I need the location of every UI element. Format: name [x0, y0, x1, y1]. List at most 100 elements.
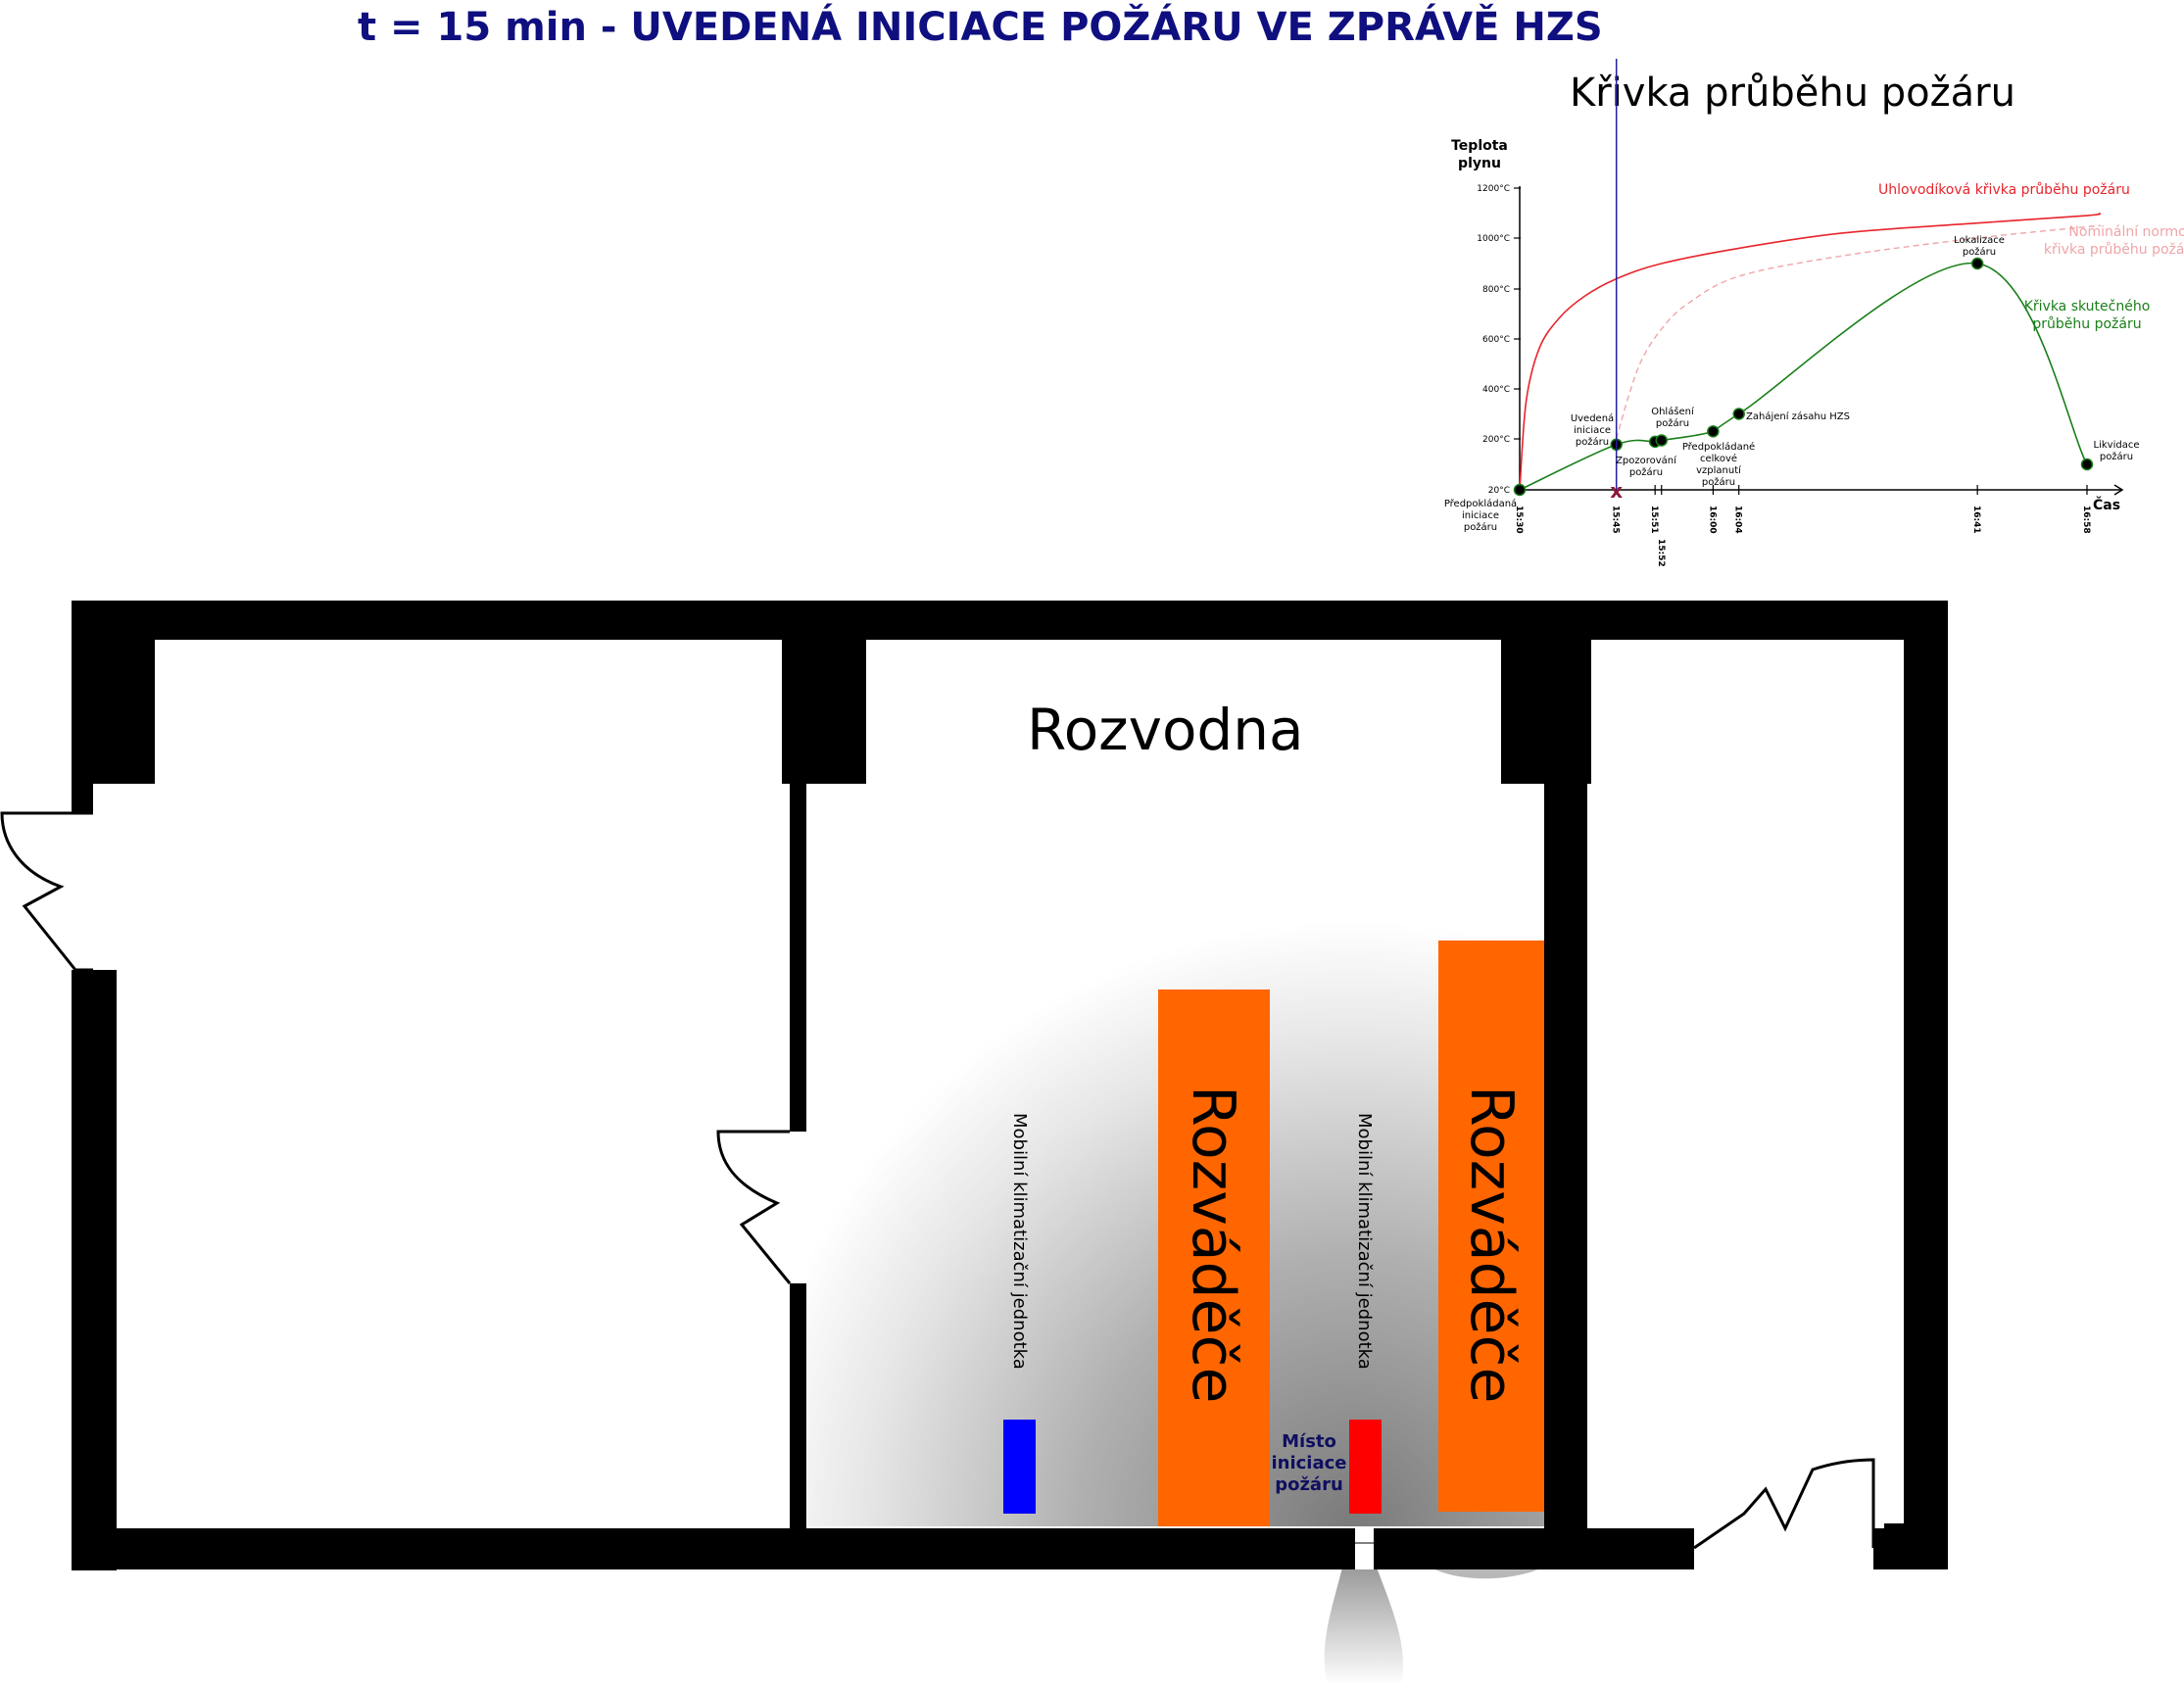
actual-fire-point	[1732, 408, 1745, 420]
partition-2	[1544, 784, 1587, 1528]
wall-left-lower	[72, 970, 117, 1570]
event-text: požáru	[1576, 436, 1609, 448]
hydrocarbon-curve	[1519, 212, 2102, 491]
ac-unit-label-right: Mobilní klimatizační jednotka	[1354, 1113, 1375, 1370]
x-ticks: 15:30 15:45 15:51 15:52 16:00 16:04 16:41 16:58	[1514, 485, 2091, 567]
room-2-interior-top	[866, 640, 1501, 784]
x-tick-label: 15:52	[1656, 539, 1666, 567]
event-text: Lokalizace	[1954, 235, 2005, 246]
event-text: Uvedená	[1571, 412, 1614, 424]
event-text: požáru	[1464, 521, 1497, 533]
event-text: požáru	[2100, 451, 2133, 462]
smoke-outflow-right	[1431, 1568, 1543, 1579]
switchboard-right	[1438, 941, 1544, 1512]
event-text: požáru	[1656, 417, 1689, 429]
current-time-x-mark: x	[1610, 479, 1623, 503]
wall-left-upper	[72, 601, 155, 784]
nominal-curve	[1616, 224, 2102, 440]
room-3-interior	[1591, 640, 1904, 784]
event-label-liquidation: Likvidace požáru	[2094, 440, 2140, 462]
smoke-outflow	[1324, 1568, 1403, 1685]
x-tick-label: 15:51	[1649, 506, 1659, 534]
floor-plan: Rozvodna Rozváděče Rozváděče Mobilní kli…	[0, 601, 1948, 1685]
event-label-intervention: Zahájení zásahu HZS	[1746, 410, 1850, 422]
wall-bottom-left	[72, 1528, 1355, 1569]
event-text: celkové	[1700, 453, 1737, 464]
x-tick-label: 16:04	[1733, 506, 1743, 534]
ac-unit-label-left: Mobilní klimatizační jednotka	[1009, 1113, 1030, 1370]
y-axis-label-2: plynu	[1458, 156, 1501, 171]
y-tick-label: 20°C	[1488, 486, 1510, 496]
event-label-localization: Lokalizace požáru	[1954, 235, 2005, 258]
y-axis-label: Teplota	[1451, 138, 1508, 154]
door-middle	[716, 1130, 792, 1284]
partition-1-upper	[790, 784, 806, 1132]
event-text: požáru	[1629, 466, 1663, 478]
y-tick-label: 400°C	[1482, 385, 1510, 395]
actual-fire-point	[1707, 425, 1720, 438]
x-axis-label: Čas	[2093, 496, 2120, 513]
nominal-curve-label: Nominální normová	[2068, 224, 2184, 240]
event-text: požáru	[1963, 246, 1996, 258]
fire-curve-chart: Křivka průběhu požáru Teplota plynu Čas …	[1444, 59, 2184, 567]
event-label-reported-start: Uvedená iniciace požáru	[1571, 412, 1614, 448]
headline: t = 15 min - UVEDENÁ INICIACE POŽÁRU VE …	[358, 3, 1603, 50]
actual-fire-point	[1970, 257, 1984, 270]
actual-fire-point	[2080, 458, 2094, 471]
room-label: Rozvodna	[1027, 697, 1304, 763]
y-tick-label: 600°C	[1482, 335, 1510, 345]
room-1-interior	[155, 640, 782, 784]
event-text: Předpokládané	[1682, 441, 1755, 453]
x-tick-label: 16:00	[1707, 506, 1717, 534]
y-tick-label: 1200°C	[1477, 184, 1510, 194]
actual-fire-point	[1513, 483, 1527, 497]
x-tick-label: 16:41	[1971, 506, 1981, 534]
partition-1-lower	[790, 1283, 806, 1528]
nominal-curve-label-2: křivka průběhu požáru	[2044, 242, 2184, 258]
y-tick-label: 1000°C	[1477, 234, 1510, 244]
actual-curve-label-2: průběhu požáru	[2032, 316, 2141, 332]
event-label-flashover: Předpokládané celkové vzplanutí požáru	[1682, 441, 1755, 488]
hydrocarbon-curve-label: Uhlovodíková křivka průběhu požáru	[1878, 182, 2130, 198]
x-tick-label: 15:45	[1611, 506, 1621, 534]
wall-bottom-right	[1374, 1528, 1694, 1569]
ac-unit	[1003, 1420, 1036, 1514]
y-ticks: 1200°C 1000°C 800°C 600°C 400°C 200°C 20°C	[1477, 184, 1521, 496]
x-tick-label: 16:58	[2081, 506, 2091, 534]
event-text: požáru	[1702, 476, 1735, 488]
switchboard-left-label: Rozváděče	[1179, 1086, 1247, 1403]
y-tick-label: 800°C	[1482, 285, 1510, 295]
switchboard-right-label: Rozváděče	[1457, 1086, 1526, 1403]
event-text: Zpozorování	[1616, 455, 1677, 466]
wall-top	[72, 601, 1948, 640]
event-text: iniciace	[1574, 425, 1611, 436]
actual-fire-curve	[1519, 263, 2088, 491]
y-tick-label: 200°C	[1482, 435, 1510, 445]
event-text: iniciace	[1462, 510, 1499, 521]
event-text: Ohlášení	[1651, 406, 1695, 417]
switchboard-left	[1158, 989, 1270, 1526]
chart-title: Křivka průběhu požáru	[1570, 71, 2015, 116]
wall-left-stub	[72, 784, 93, 813]
event-label-reported: Ohlášení požáru	[1651, 406, 1695, 429]
pillar-1	[782, 601, 866, 784]
event-text: Předpokládaná	[1444, 498, 1517, 509]
fire-origin-label-3: požáru	[1275, 1474, 1343, 1495]
event-text: vzplanutí	[1696, 464, 1742, 476]
event-label-noticed: Zpozorování požáru	[1616, 455, 1677, 478]
actual-fire-point	[1655, 434, 1668, 447]
fire-origin-label: Místo iniciace požáru	[1271, 1431, 1346, 1495]
event-label-predicted-start: Předpokládaná iniciace požáru	[1444, 498, 1517, 533]
event-text: Zahájení zásahu HZS	[1746, 410, 1850, 422]
wall-right	[1904, 601, 1948, 1569]
fire-origin-label-2: iniciace	[1271, 1453, 1346, 1473]
door-bottom-right	[1693, 1458, 1875, 1550]
bottom-opening	[1355, 1528, 1374, 1569]
walls	[72, 601, 1948, 1570]
x-tick-label: 15:30	[1514, 506, 1524, 534]
fire-origin-unit	[1349, 1420, 1382, 1514]
actual-curve-label: Křivka skutečného	[2024, 299, 2151, 314]
event-text: Likvidace	[2094, 440, 2140, 451]
door-left	[0, 811, 93, 972]
